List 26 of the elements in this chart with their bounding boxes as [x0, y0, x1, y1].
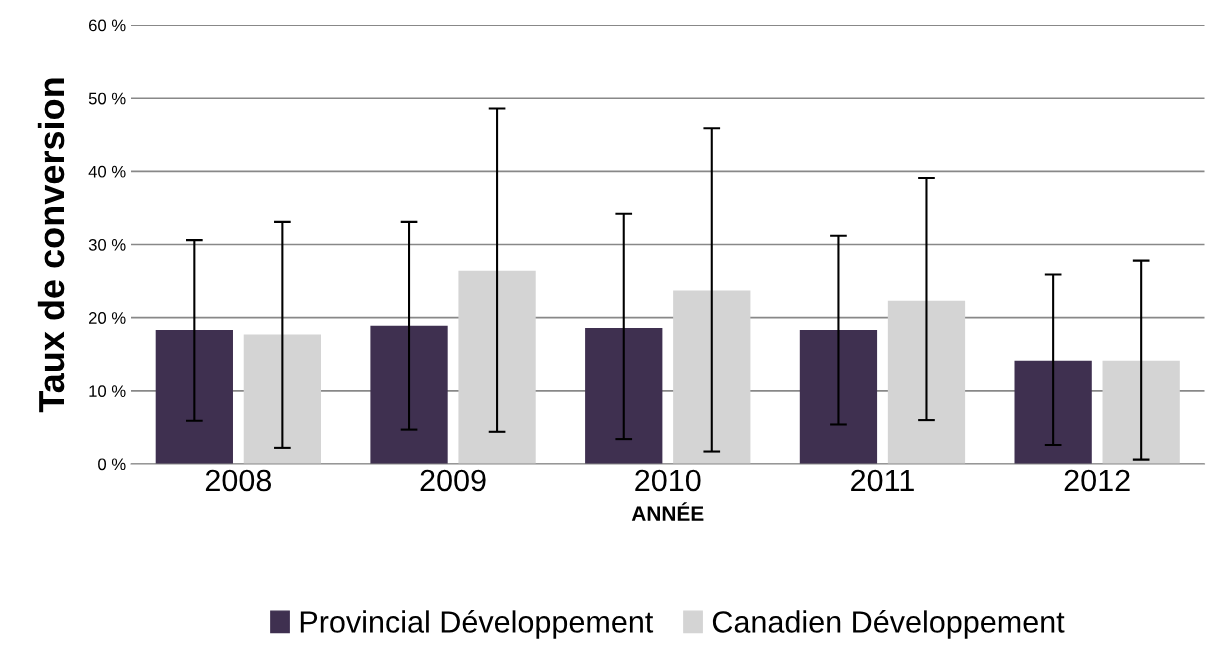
legend-label: Canadien Développement: [712, 609, 1065, 639]
x-tick-label: 2012: [1064, 469, 1130, 492]
x-tick-label: 2010: [635, 469, 701, 492]
x-tick-label: 2008: [205, 469, 272, 492]
bar: [370, 325, 448, 464]
bar: [673, 290, 751, 464]
bar: [887, 300, 966, 464]
y-tick-label: 20 %: [88, 312, 126, 324]
bar: [1014, 360, 1092, 464]
y-tick-label: 30 %: [88, 238, 126, 251]
y-tick-label: 0 %: [98, 458, 126, 471]
y-axis-title: Taux de conversion: [37, 78, 65, 413]
bar: [585, 327, 663, 464]
y-tick-label: 40 %: [88, 165, 126, 178]
y-tick-label: 60 %: [89, 19, 126, 32]
bar: [458, 270, 536, 464]
y-tick-label: 10 %: [89, 385, 126, 398]
bar: [243, 334, 322, 464]
bar: [799, 330, 878, 464]
bar: [1102, 360, 1180, 464]
x-tick-label: 2009: [420, 469, 486, 492]
x-tick-label: 2011: [851, 469, 914, 492]
y-tick-label: 50 %: [88, 92, 126, 105]
legend-label: Provincial Développement: [300, 609, 654, 639]
x-axis-title: ANNÉE: [631, 502, 704, 521]
bar: [155, 330, 233, 464]
